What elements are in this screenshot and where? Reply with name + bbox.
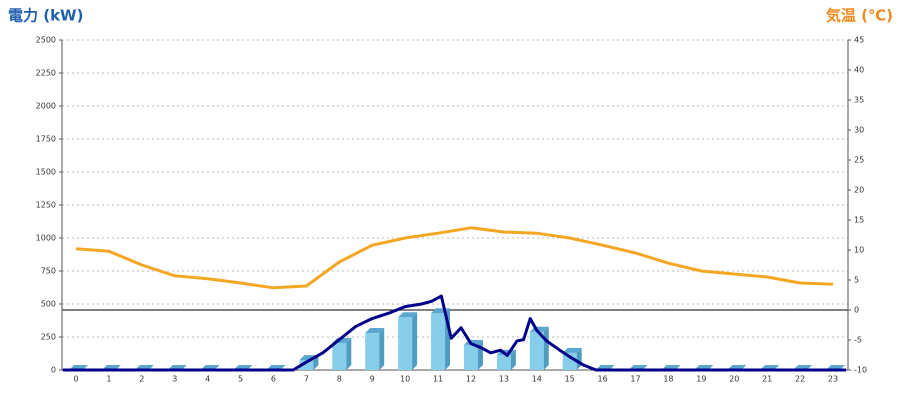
x-tick-label: 8 xyxy=(337,375,342,384)
bar-top xyxy=(365,328,385,334)
x-tick-label: 0 xyxy=(73,375,78,384)
bar-top xyxy=(562,347,582,353)
x-tick-label: 1 xyxy=(106,375,111,384)
y2-tick-label: 15 xyxy=(854,216,864,225)
bar-side xyxy=(412,312,418,370)
bar-top xyxy=(398,312,418,318)
bar-side xyxy=(477,339,483,370)
y2-tick-label: 40 xyxy=(854,66,864,75)
x-tick-label: 5 xyxy=(238,375,243,384)
x-tick-label: 3 xyxy=(172,375,177,384)
y-axis-title: 電力 (kW) xyxy=(8,7,83,25)
y2-tick-label: 20 xyxy=(854,186,864,195)
x-tick-label: 15 xyxy=(565,375,575,384)
y2-tick-label: 0 xyxy=(854,306,859,315)
y-tick-label: 2500 xyxy=(36,36,56,45)
x-tick-label: 12 xyxy=(466,375,476,384)
y-tick-label: 750 xyxy=(41,267,56,276)
bar-front xyxy=(332,342,347,370)
x-tick-label: 2 xyxy=(139,375,144,384)
bar-front xyxy=(529,331,544,370)
y-tick-label: 1500 xyxy=(36,168,56,177)
bar-front xyxy=(496,354,511,370)
bar-front xyxy=(431,313,446,370)
bar-front xyxy=(562,352,577,370)
line-series xyxy=(62,294,847,372)
bar-side xyxy=(510,349,516,370)
bar xyxy=(365,328,385,370)
y-tick-label: 250 xyxy=(41,333,56,342)
bar xyxy=(496,349,516,370)
bar-side xyxy=(346,337,352,370)
y-tick-label: 1750 xyxy=(36,135,56,144)
line-series xyxy=(75,226,834,290)
x-tick-label: 14 xyxy=(532,375,542,384)
y-tick-label: 1250 xyxy=(36,201,56,210)
bar-front xyxy=(398,317,413,370)
bar-side xyxy=(313,355,319,370)
y2-tick-label: 45 xyxy=(854,36,864,45)
x-tick-label: 7 xyxy=(304,375,309,384)
bar-front xyxy=(365,333,380,370)
y2-tick-label: 35 xyxy=(854,96,864,105)
y2-tick-label: -5 xyxy=(854,336,862,345)
x-tick-label: 20 xyxy=(729,375,739,384)
x-tick-label: 4 xyxy=(205,375,210,384)
bar-front xyxy=(299,360,314,370)
y-tick-label: 500 xyxy=(41,300,56,309)
x-tick-label: 18 xyxy=(663,375,673,384)
x-tick-label: 10 xyxy=(400,375,410,384)
y2-tick-label: 25 xyxy=(854,156,864,165)
y-tick-label: 2250 xyxy=(36,69,56,78)
y-tick-label: 2000 xyxy=(36,102,56,111)
x-tick-label: 19 xyxy=(696,375,706,384)
bar xyxy=(332,337,352,370)
y2-tick-label: -10 xyxy=(854,366,867,375)
bar-side xyxy=(379,328,385,370)
x-tick-label: 11 xyxy=(433,375,443,384)
bar-side xyxy=(543,326,549,370)
x-tick-label: 21 xyxy=(762,375,772,384)
x-tick-label: 13 xyxy=(499,375,509,384)
y2-tick-label: 30 xyxy=(854,126,864,135)
y-tick-label: 1000 xyxy=(36,234,56,243)
x-tick-label: 22 xyxy=(795,375,805,384)
y2-axis-title: 気温 (℃) xyxy=(826,7,893,25)
bar-front xyxy=(463,344,478,370)
bar xyxy=(398,312,418,370)
x-tick-label: 23 xyxy=(828,375,838,384)
x-tick-label: 16 xyxy=(598,375,608,384)
x-tick-label: 6 xyxy=(271,375,276,384)
y2-tick-label: 10 xyxy=(854,246,864,255)
y-tick-label: 0 xyxy=(51,366,56,375)
x-tick-label: 9 xyxy=(370,375,375,384)
y2-tick-label: 5 xyxy=(854,276,859,285)
x-tick-label: 17 xyxy=(630,375,640,384)
